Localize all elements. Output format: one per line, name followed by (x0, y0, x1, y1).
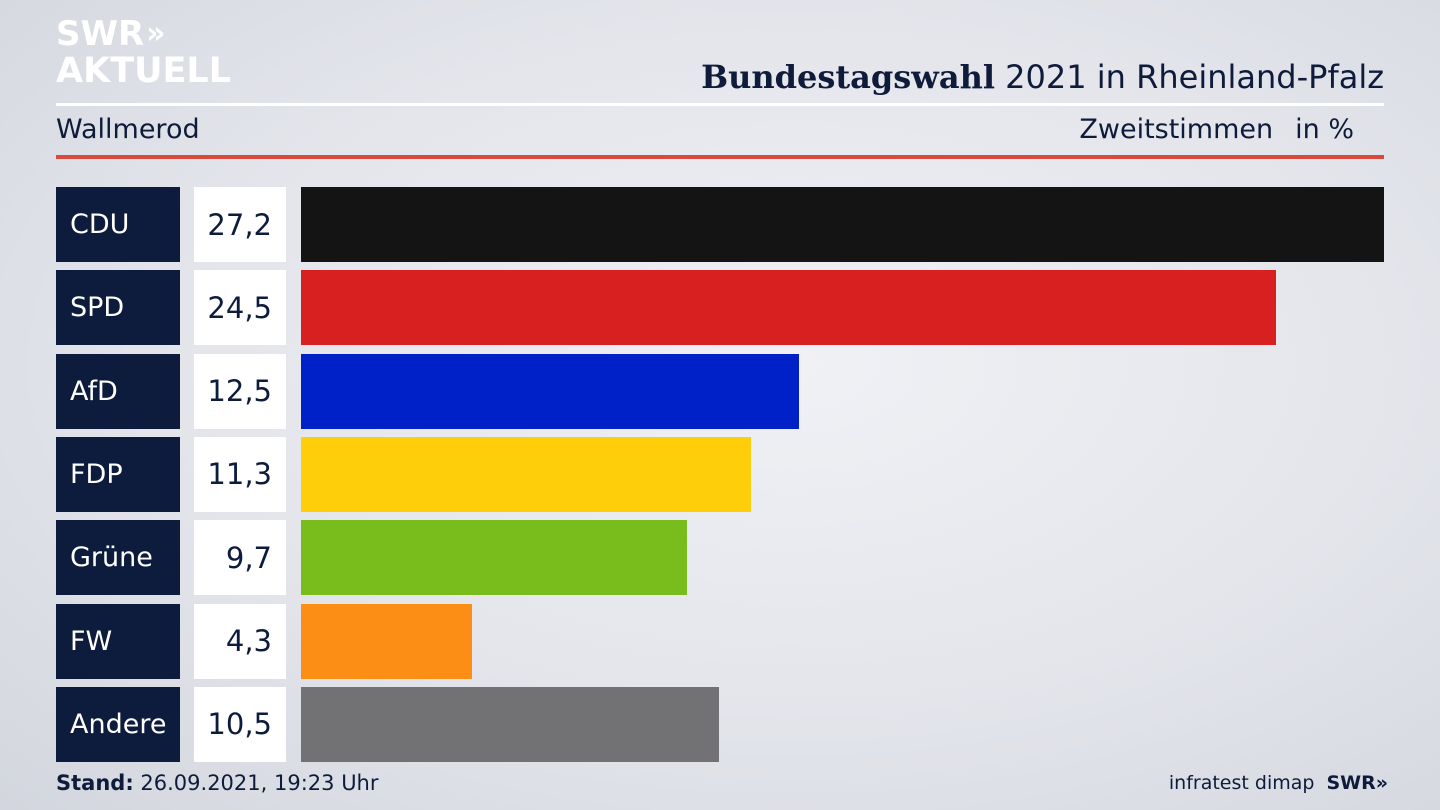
bar-chart: CDU 27,2 SPD 24,5 AfD 12,5 FDP 11,3 Grüne 9,7 FW 4,… (56, 187, 1384, 762)
region-label: Wallmerod (56, 114, 200, 145)
title-rest: 2021 in Rheinland-Pfalz (1005, 58, 1384, 96)
party-label: Andere (56, 686, 180, 762)
timestamp: Stand: 26.09.2021, 19:23 Uhr (56, 771, 379, 795)
value-label: 11,3 (194, 436, 286, 512)
bar-row-spd: SPD 24,5 (56, 270, 1384, 346)
bar-spd (301, 270, 1277, 346)
swr-footer-arrows-icon: » (1375, 772, 1388, 794)
value-label: 27,2 (194, 187, 286, 262)
bar-row-grüne: Grüne 9,7 (56, 520, 1384, 596)
swr-aktuell-logo: SWR » AKTUELL (56, 14, 231, 89)
title-bold: Bundestagswahl (701, 58, 995, 96)
bar-fdp (301, 436, 751, 512)
value-label: 12,5 (194, 353, 286, 429)
swr-footer-text: SWR (1326, 772, 1376, 794)
source-label: infratest dimap (1168, 772, 1315, 794)
party-label: FW (56, 603, 180, 679)
swr-footer-logo: SWR» (1326, 772, 1388, 794)
logo-aktuell-text: AKTUELL (56, 51, 232, 91)
logo-arrows-icon: » (146, 16, 166, 51)
party-label: FDP (56, 436, 180, 512)
value-label: 9,7 (194, 520, 286, 596)
party-label: Grüne (56, 520, 180, 596)
party-label: AfD (56, 353, 180, 429)
bar-grüne (301, 520, 688, 596)
party-label: CDU (56, 187, 180, 262)
bar-row-afd: AfD 12,5 (56, 353, 1384, 429)
value-label: 24,5 (194, 270, 286, 346)
stand-value: 26.09.2021, 19:23 Uhr (140, 771, 379, 795)
bar-andere (301, 686, 720, 762)
unit-label: in % (1295, 114, 1354, 145)
header-divider (56, 103, 1384, 106)
source-credit: infratest dimap SWR» (1168, 772, 1388, 794)
bar-row-fw: FW 4,3 (56, 603, 1384, 679)
value-label: 4,3 (194, 603, 286, 679)
value-label: 10,5 (194, 686, 286, 762)
party-label: SPD (56, 270, 180, 346)
chart-top-rule (56, 155, 1384, 159)
bar-afd (301, 353, 799, 429)
bar-cdu (301, 187, 1384, 262)
logo-swr-text: SWR (56, 14, 145, 54)
page-title: Bundestagswahl 2021 in Rheinland-Pfalz (701, 58, 1384, 96)
stand-label: Stand: (56, 771, 134, 795)
bar-row-fdp: FDP 11,3 (56, 436, 1384, 512)
bar-fw (301, 603, 473, 679)
bar-row-andere: Andere 10,5 (56, 686, 1384, 762)
metric-label: Zweitstimmen (1079, 114, 1274, 145)
bar-row-cdu: CDU 27,2 (56, 187, 1384, 262)
metric-header: Zweitstimmen in % (1079, 114, 1354, 145)
